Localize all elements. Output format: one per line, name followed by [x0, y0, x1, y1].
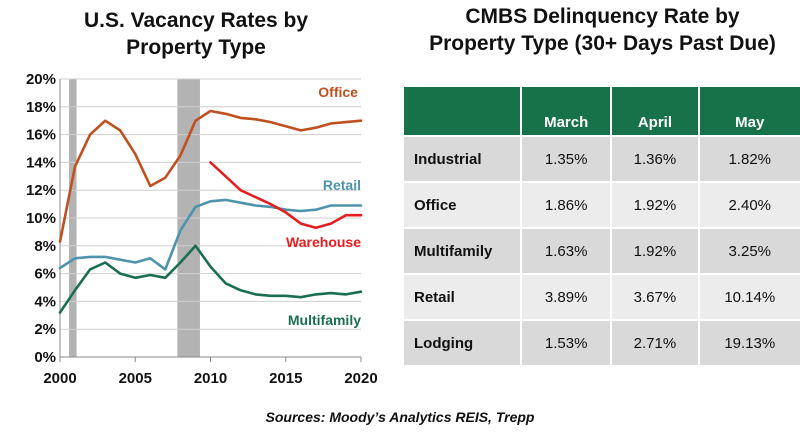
series-label-warehouse: Warehouse — [286, 234, 361, 250]
y-tick-label: 8% — [34, 238, 56, 255]
x-tick-label: 2005 — [119, 370, 152, 387]
table-cell: 19.13% — [698, 319, 800, 365]
y-tick-label: 10% — [26, 210, 56, 227]
y-tick-label: 20% — [26, 71, 56, 88]
x-tick-label: 2000 — [43, 370, 76, 387]
source-note: Sources: Moody’s Analytics REIS, Trepp — [265, 409, 535, 425]
chart-title-line-1: U.S. Vacancy Rates by — [84, 9, 308, 32]
table-cell: 2.40% — [698, 181, 800, 228]
table-header-may: May — [698, 87, 800, 136]
y-tick-label: 4% — [34, 293, 56, 310]
chart-title-line-2: Property Type — [126, 36, 266, 59]
series-label-office: Office — [318, 84, 358, 100]
table-cell: 1.92% — [611, 181, 700, 228]
x-axis-ticks: 2000 2005 2010 2015 2020 — [43, 357, 378, 387]
series-line-retail — [58, 198, 363, 271]
y-tick-label: 6% — [34, 266, 56, 283]
table-row: Retail 3.89% 3.67% 10.14% — [404, 273, 800, 320]
table-cell: 3.25% — [698, 227, 800, 274]
cmbs-delinquency-table: March April May Industrial 1.35% 1.36% 1… — [404, 87, 800, 365]
x-tick-label: 2015 — [269, 370, 302, 387]
table-row: Lodging 1.53% 2.71% 19.13% — [404, 319, 800, 365]
series-label-multifamily: Multifamily — [288, 312, 361, 328]
table-cell: 1.53% — [521, 319, 613, 365]
x-tick-label: 2020 — [344, 370, 377, 387]
table-cell: 3.67% — [611, 273, 700, 320]
table-cell: 1.35% — [521, 135, 613, 182]
series-line-warehouse — [209, 161, 363, 229]
series-line-multifamily — [58, 244, 363, 314]
table-cell: 1.36% — [611, 135, 700, 182]
series-lines — [58, 109, 363, 314]
y-tick-label: 18% — [26, 99, 56, 116]
table-title: CMBS Delinquency Rate by Property Type (… — [405, 3, 800, 57]
y-tick-label: 12% — [26, 182, 56, 199]
table-row: Office 1.86% 1.92% 2.40% — [404, 181, 800, 228]
y-tick-label: 16% — [26, 127, 56, 144]
grid-lines — [60, 78, 361, 330]
x-tick-label: 2010 — [194, 370, 227, 387]
y-tick-label: 2% — [34, 321, 56, 338]
table-header-april: April — [611, 87, 700, 136]
table-row: Industrial 1.35% 1.36% 1.82% — [404, 135, 800, 182]
table-title-line-1: CMBS Delinquency Rate by — [465, 5, 740, 28]
table-cell: 3.89% — [521, 273, 613, 320]
series-labels: Office Retail Warehouse Multifamily — [286, 84, 361, 328]
table-header-corner — [404, 87, 522, 136]
row-label: Lodging — [404, 319, 522, 365]
y-axis-ticks: 0% 2% 4% 6% 8% 10% 12% 14% 16% 18% 20% — [26, 71, 56, 366]
series-line-office — [58, 109, 363, 243]
table-header-march: March — [521, 87, 613, 136]
table-row: Multifamily 1.63% 1.92% 3.25% — [404, 227, 800, 274]
table-cell: 1.63% — [521, 227, 613, 274]
table-header-row: March April May — [404, 87, 800, 136]
table-cell: 1.82% — [698, 135, 800, 182]
row-label: Retail — [404, 273, 522, 320]
y-tick-label: 0% — [34, 349, 56, 366]
series-label-retail: Retail — [323, 177, 361, 193]
table-cell: 1.86% — [521, 181, 613, 228]
row-label: Multifamily — [404, 227, 522, 274]
table-cell: 10.14% — [698, 273, 800, 320]
row-label: Office — [404, 181, 522, 228]
y-tick-label: 14% — [26, 154, 56, 171]
table-title-line-2: Property Type (30+ Days Past Due) — [429, 32, 776, 55]
table-cell: 1.92% — [611, 227, 700, 274]
row-label: Industrial — [404, 135, 522, 182]
table-cell: 2.71% — [611, 319, 700, 365]
vacancy-rate-chart: U.S. Vacancy Rates by Property Type 0% 2%… — [26, 9, 378, 387]
